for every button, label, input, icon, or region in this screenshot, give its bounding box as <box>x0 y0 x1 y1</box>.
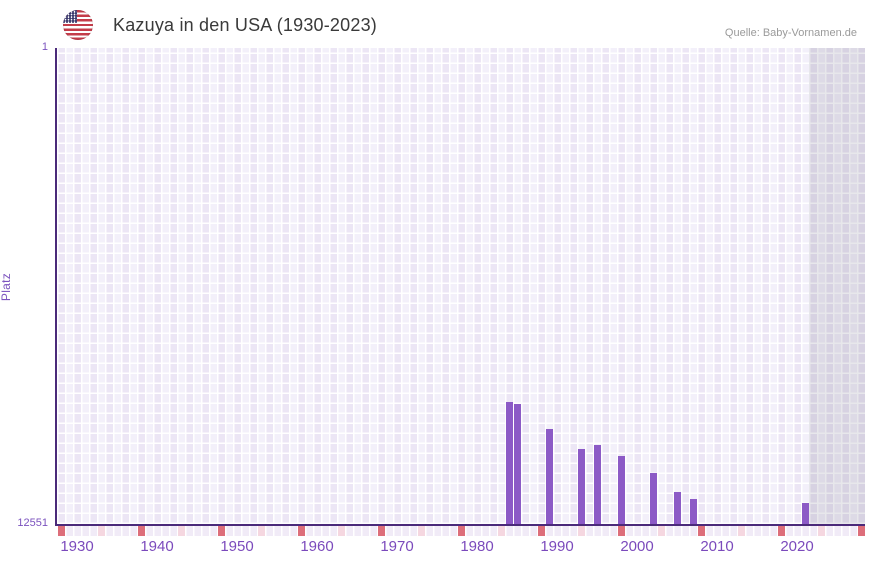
y-axis-label: Platz <box>0 272 13 302</box>
x-tick-label-1950: 1950 <box>220 538 254 555</box>
bottom-marker-row <box>57 526 865 536</box>
x-tick-label-2000: 2000 <box>620 538 654 555</box>
chart-title: Kazuya in den USA (1930-2023) <box>113 15 377 35</box>
marker-1998 <box>617 526 625 536</box>
bar-2021[interactable] <box>801 503 809 524</box>
marker-1978 <box>457 526 465 536</box>
marker-1988 <box>537 526 545 536</box>
marker-1993 <box>577 526 585 536</box>
bar-1995[interactable] <box>593 445 601 524</box>
bar-2007[interactable] <box>689 498 697 524</box>
marker-1938 <box>137 526 145 536</box>
marker-2013 <box>737 526 745 536</box>
marker-2028 <box>857 526 865 536</box>
x-tick-label-1930: 1930 <box>60 538 94 555</box>
bar-1989[interactable] <box>545 429 553 524</box>
marker-1968 <box>377 526 385 536</box>
x-tick-label-1970: 1970 <box>380 538 414 555</box>
x-tick-label-1980: 1980 <box>460 538 494 555</box>
marker-1928 <box>57 526 65 536</box>
x-tick-label-1940: 1940 <box>140 538 174 555</box>
bar-1998[interactable] <box>617 456 625 524</box>
marker-1973 <box>417 526 425 536</box>
bar-2005[interactable] <box>673 492 681 524</box>
bar-1984[interactable] <box>505 401 513 524</box>
marker-1963 <box>337 526 345 536</box>
y-tick-top: 1 <box>41 41 48 53</box>
bar-1993[interactable] <box>577 448 585 524</box>
marker-2008 <box>697 526 705 536</box>
no-data-band <box>809 48 865 524</box>
marker-1948 <box>217 526 225 536</box>
plot-area <box>57 48 865 524</box>
x-axis-ticks: 1930 1940 1950 1960 1970 1980 1990 2000 2010 2020 <box>57 538 865 558</box>
y-tick-bottom: 12551 <box>17 517 48 529</box>
marker-2018 <box>777 526 785 536</box>
marker-1933 <box>97 526 105 536</box>
x-tick-label-2010: 2010 <box>700 538 734 555</box>
marker-1953 <box>257 526 265 536</box>
source-link[interactable]: Quelle: Baby-Vornamen.de <box>724 27 857 39</box>
x-tick-label-1990: 1990 <box>540 538 574 555</box>
marker-1943 <box>177 526 185 536</box>
marker-2003 <box>657 526 665 536</box>
x-tick-label-2020: 2020 <box>780 538 814 555</box>
x-axis-line <box>55 524 865 526</box>
marker-1983 <box>497 526 505 536</box>
marker-1958 <box>297 526 305 536</box>
bar-2002[interactable] <box>649 473 657 524</box>
x-tick-label-1960: 1960 <box>300 538 334 555</box>
us-flag-icon <box>63 10 93 40</box>
bar-1985[interactable] <box>513 404 521 524</box>
y-axis-line <box>55 48 57 526</box>
marker-2023 <box>817 526 825 536</box>
